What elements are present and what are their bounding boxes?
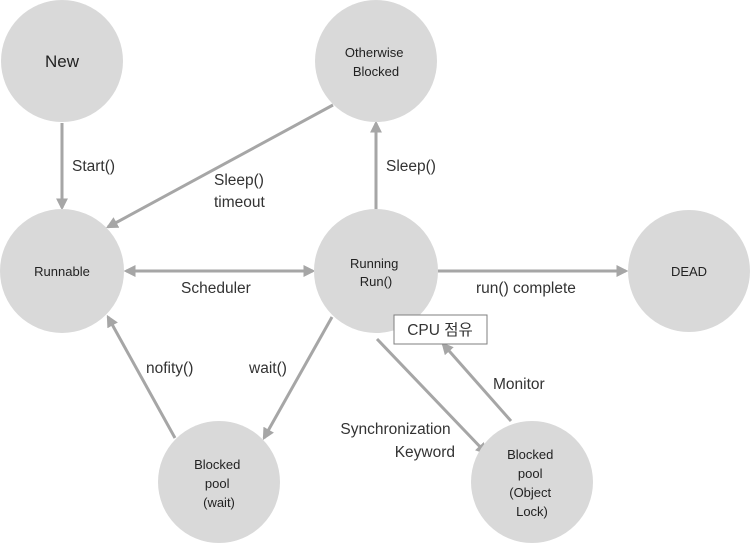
node-new: New (1, 0, 123, 122)
edge-blocked-wait-to-runnable (106, 314, 177, 439)
node-dead-label: DEAD (671, 264, 707, 279)
edge-label-synchronization: Synchronization Keyword (340, 421, 455, 461)
edge-running-to-blocked-wait (262, 316, 334, 441)
edge-blocked-lock-to-running (441, 342, 513, 422)
edge-label-notify: nofity() (146, 360, 193, 377)
edge-label-wait: wait() (248, 360, 287, 377)
edge-label-sleep-timeout: Sleep() timeout (214, 172, 268, 211)
node-blocked-pool-wait: Blocked pool (wait) (158, 421, 280, 543)
edge-label-scheduler: Scheduler (181, 280, 251, 297)
node-blocked-pool-object-lock: Blocked pool (Object Lock) (471, 421, 593, 543)
node-otherwise-blocked-label: Otherwise Blocked (345, 45, 407, 79)
node-runnable-label: Runnable (34, 264, 90, 279)
edge-label-start: Start() (72, 158, 115, 175)
node-blocked-pool-wait-label: Blocked pool (wait) (194, 457, 244, 510)
edge-label-monitor: Monitor (493, 376, 545, 393)
node-otherwise-blocked: Otherwise Blocked (315, 0, 437, 122)
edge-label-sleep: Sleep() (386, 158, 436, 175)
cpu-occupancy-label: CPU 점유 (407, 321, 473, 339)
node-dead: DEAD (628, 210, 750, 332)
node-running: Running Run() (314, 209, 438, 333)
edge-label-run-complete: run() complete (476, 280, 576, 297)
node-new-label: New (45, 52, 80, 71)
node-blocked-pool-object-lock-label: Blocked pool (Object Lock) (507, 447, 557, 519)
cpu-occupancy-box: CPU 점유 (393, 314, 488, 345)
node-running-label: Running Run() (350, 256, 402, 289)
edge-running-to-blocked-lock (375, 337, 488, 455)
node-runnable: Runnable (0, 209, 124, 333)
edge-otherwise-blocked-to-runnable (105, 103, 334, 229)
